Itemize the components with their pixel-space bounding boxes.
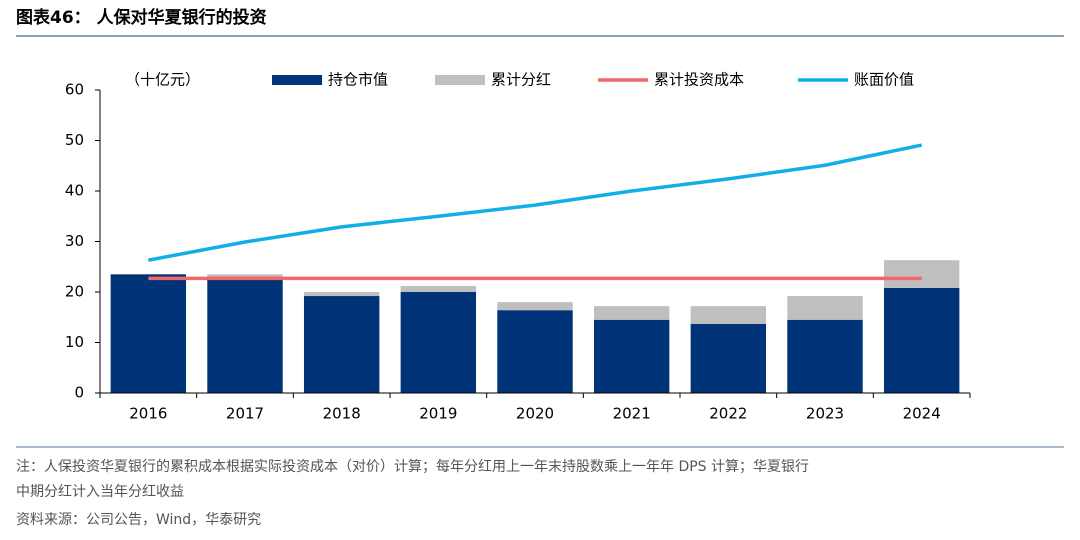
bar	[497, 302, 573, 311]
legend-swatch	[435, 75, 485, 85]
line	[148, 143, 923, 262]
x-tick-label: 2019	[419, 405, 457, 423]
x-tick-label: 2024	[903, 405, 941, 423]
bar	[593, 319, 670, 393]
bar	[787, 319, 863, 393]
legend-label: 累计投资成本	[654, 71, 744, 89]
bar	[883, 260, 960, 288]
x-tick-label: 2018	[323, 405, 361, 423]
legend-label: 累计分红	[491, 71, 551, 89]
note: 注：人保投资华夏银行的累积成本根据实际投资成本（对价）计算；每年分红用上一年末持…	[16, 459, 809, 475]
bar	[400, 292, 477, 393]
bar	[787, 296, 863, 320]
legend-label: 账面价值	[854, 71, 914, 89]
legend-swatch	[272, 75, 322, 85]
bar	[110, 274, 187, 393]
y-tick-label: 10	[65, 333, 84, 351]
x-tick-label: 2021	[613, 405, 651, 423]
y-tick-label: 0	[74, 384, 84, 402]
bar	[207, 274, 283, 277]
x-tick-label: 2017	[226, 405, 264, 423]
source: 资料来源：公司公告，Wind，华泰研究	[16, 512, 261, 528]
y-tick-label: 20	[65, 283, 84, 301]
bar	[303, 296, 380, 393]
bar	[593, 306, 670, 320]
y-tick-label: 60	[65, 81, 84, 99]
x-tick-label: 2020	[516, 405, 554, 423]
y-tick-label: 50	[65, 131, 84, 149]
bar	[207, 276, 283, 393]
bar	[690, 323, 767, 393]
bar	[303, 292, 380, 297]
bar	[497, 310, 573, 393]
x-tick-label: 2023	[806, 405, 844, 423]
y-tick-label: 30	[65, 232, 84, 250]
x-tick-label: 2022	[709, 405, 747, 423]
bar	[883, 287, 960, 393]
x-tick-label: 2016	[129, 405, 167, 423]
bar	[400, 285, 477, 292]
chart-title: 图表46： 人保对华夏银行的投资	[16, 7, 267, 28]
y-axis-unit: （十亿元）	[125, 71, 200, 89]
bar	[690, 306, 767, 324]
note: 中期分红计入当年分红收益	[16, 484, 184, 500]
legend-label: 持仓市值	[328, 71, 388, 89]
y-tick-label: 40	[65, 182, 84, 200]
